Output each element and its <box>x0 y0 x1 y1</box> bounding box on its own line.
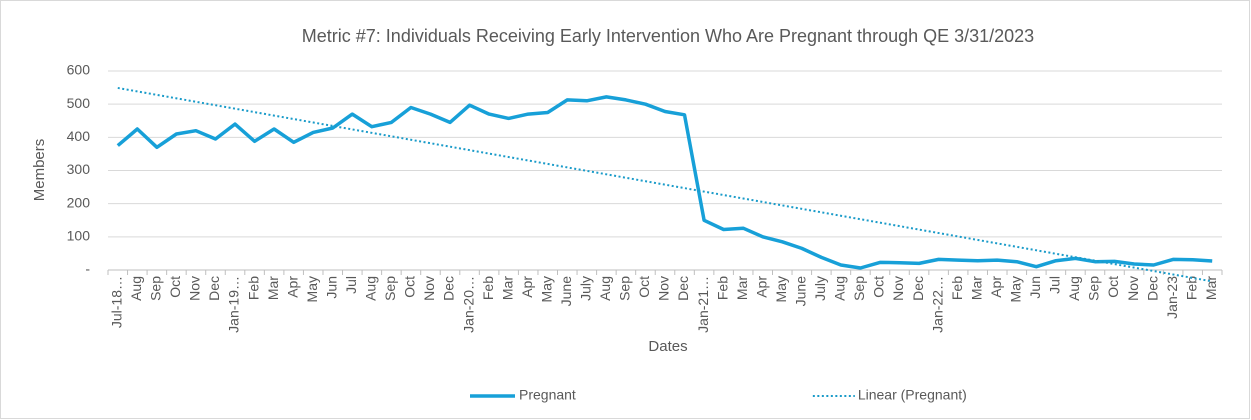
x-tick-label: Apr <box>753 276 769 298</box>
x-tick-label: Sep <box>851 276 867 301</box>
trendline <box>117 86 1213 283</box>
x-tick-label: Jan-19… <box>226 276 242 333</box>
x-tick-label: Oct <box>871 276 887 298</box>
x-tick-label: Jul <box>343 276 359 294</box>
x-tick-label: Aug <box>832 276 848 301</box>
x-tick-label: Apr <box>988 276 1004 298</box>
x-tick-label: Jan-20… <box>460 276 476 333</box>
x-tick-label: Aug <box>363 276 379 301</box>
x-tick-label: Dec <box>206 276 222 301</box>
x-tick-label: Feb <box>245 276 261 300</box>
legend-label: Pregnant <box>519 387 576 403</box>
x-tick-label: Feb <box>480 276 496 300</box>
x-tick-label: Apr <box>284 276 300 298</box>
x-tick-label: Sep <box>382 276 398 301</box>
x-tick-label: Oct <box>167 276 183 298</box>
x-tick-label: Aug <box>597 276 613 301</box>
x-tick-label: Nov <box>656 276 672 301</box>
x-tick-label: Dec <box>1144 276 1160 301</box>
chart-title: Metric #7: Individuals Receiving Early I… <box>302 26 1034 46</box>
y-tick-label: 400 <box>67 128 91 144</box>
x-tick-label: Mar <box>734 276 750 300</box>
x-tick-label: July <box>812 276 828 301</box>
x-tick-label: Jun <box>323 276 339 299</box>
x-tick-label: May <box>773 276 789 302</box>
y-tick-label: 100 <box>67 228 91 244</box>
legend-label: Linear (Pregnant) <box>858 387 967 403</box>
x-tick-label: June <box>793 276 809 307</box>
x-tick-label: Nov <box>421 276 437 301</box>
x-tick-label: Feb <box>949 276 965 300</box>
x-tick-label: May <box>538 276 554 302</box>
y-axis-title: Members <box>31 139 48 202</box>
x-tick-label: Nov <box>1125 276 1141 301</box>
x-tick-label: Sep <box>1086 276 1102 301</box>
x-tick-label: Jul <box>1047 276 1063 294</box>
x-tick-label: Nov <box>890 276 906 301</box>
x-tick-label: Sep <box>148 276 164 301</box>
y-tick-label: 300 <box>67 161 91 177</box>
x-tick-label: Jan-22… <box>929 276 945 333</box>
x-tick-label: Jun <box>1027 276 1043 299</box>
x-tick-label: May <box>1007 276 1023 302</box>
x-tick-label: Dec <box>441 276 457 301</box>
x-tick-label: Mar <box>265 276 281 300</box>
x-tick-label: July <box>578 276 594 301</box>
y-tick-label: 500 <box>67 95 91 111</box>
y-tick-label: - <box>85 261 90 277</box>
x-tick-label: Feb <box>714 276 730 300</box>
y-tick-label: 200 <box>67 194 91 210</box>
x-tick-label: Oct <box>636 276 652 298</box>
x-tick-label: Oct <box>402 276 418 298</box>
x-axis-title: Dates <box>648 338 687 355</box>
x-tick-label: Jul-18… <box>108 276 124 328</box>
x-tick-label: Mar <box>968 276 984 300</box>
y-tick-label: 600 <box>67 62 91 78</box>
x-tick-label: Mar <box>1203 276 1219 300</box>
x-tick-label: May <box>304 276 320 302</box>
x-tick-label: Feb <box>1183 276 1199 300</box>
x-tick-label: Apr <box>519 276 535 298</box>
x-tick-label: Jan-23 <box>1164 276 1180 319</box>
data-line <box>116 95 1213 270</box>
x-tick-label: Sep <box>617 276 633 301</box>
x-tick-label: Aug <box>128 276 144 301</box>
x-tick-label: Dec <box>675 276 691 301</box>
x-tick-label: June <box>558 276 574 307</box>
x-tick-label: Jan-21… <box>695 276 711 333</box>
x-tick-label: Aug <box>1066 276 1082 301</box>
x-tick-label: Dec <box>910 276 926 301</box>
x-tick-label: Nov <box>187 276 203 301</box>
x-tick-label: Mar <box>499 276 515 300</box>
x-tick-label: Oct <box>1105 276 1121 298</box>
